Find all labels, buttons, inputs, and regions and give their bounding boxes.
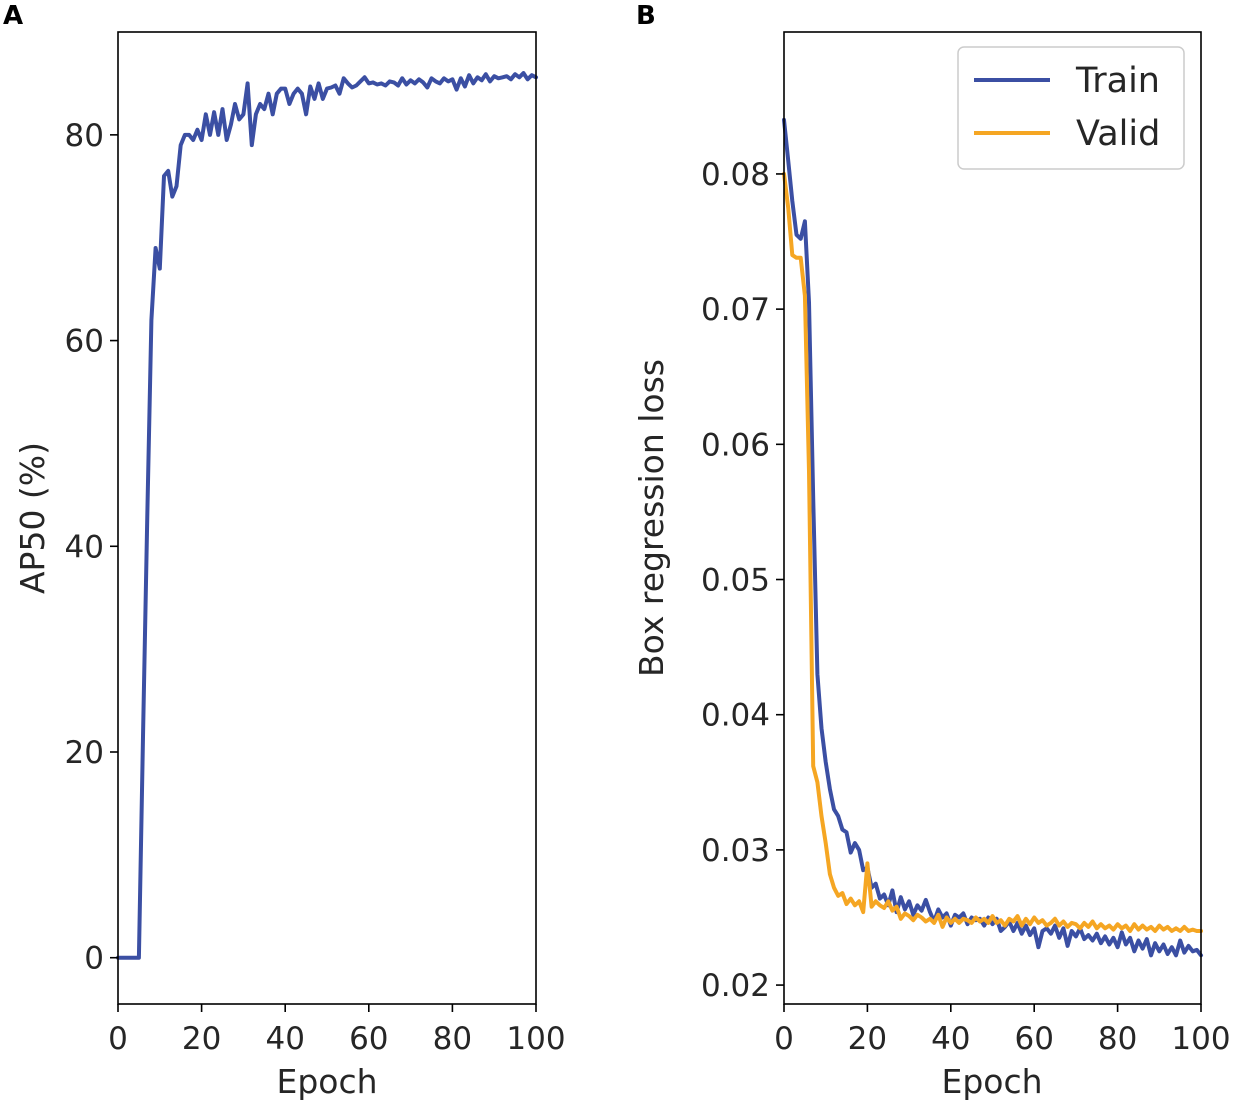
- panel-b-legend: Train Valid: [957, 46, 1185, 170]
- panel-a-series-ap50: [116, 71, 538, 960]
- panel-a-y-ticks: 0 20 40 60 80: [65, 118, 118, 977]
- panel-a-y-tick-label: 80: [65, 118, 104, 154]
- panel-b-y-tick-label: 0.06: [701, 427, 770, 463]
- panel-a-y-tick-label: 20: [65, 735, 104, 771]
- legend-label-train: Train: [1075, 61, 1160, 101]
- panel-a-label: A: [3, 1, 23, 31]
- panel-a-x-tick-label: 60: [349, 1021, 388, 1057]
- panel-a-x-tick-label: 40: [265, 1021, 304, 1057]
- panel-a-frame: [117, 31, 537, 1005]
- panel-b-x-tick-label: 80: [1098, 1021, 1137, 1057]
- panel-b-y-tick-label: 0.04: [701, 698, 770, 734]
- panel-a-series: [116, 71, 538, 960]
- panel-b-x-axis-label: Epoch: [941, 1062, 1042, 1101]
- panel-b-y-tick-label: 0.07: [701, 292, 770, 328]
- panel-a-x-axis-label: Epoch: [276, 1062, 377, 1101]
- panel-a: A 0 20 40 60 80 100 0 20 40 60 80 Epoch AP50 (%): [3, 1, 566, 1101]
- panel-a-x-tick-label: 20: [182, 1021, 221, 1057]
- panel-b-series-valid: [782, 171, 1203, 933]
- panel-b-y-axis-label: Box regression loss: [632, 359, 671, 677]
- panel-a-y-tick-label: 0: [84, 941, 104, 977]
- panel-b-y-tick-label: 0.03: [701, 833, 770, 869]
- panel-a-y-axis-label: AP50 (%): [13, 442, 52, 594]
- panel-b-y-tick-label: 0.02: [701, 968, 770, 1004]
- panel-b-x-ticks: 0 20 40 60 80 100: [774, 1004, 1231, 1057]
- panel-a-x-tick-label: 0: [108, 1021, 128, 1057]
- panel-b-series: [782, 117, 1203, 958]
- panel-b-x-tick-label: 20: [848, 1021, 887, 1057]
- panel-b-y-tick-label: 0.08: [701, 157, 770, 193]
- panel-b-x-tick-label: 60: [1014, 1021, 1053, 1057]
- legend-box: [957, 46, 1185, 170]
- panel-a-y-tick-label: 60: [65, 324, 104, 360]
- panel-b-frame: [783, 31, 1202, 1005]
- panel-a-x-ticks: 0 20 40 60 80 100: [108, 1004, 566, 1057]
- panel-b-x-tick-label: 40: [931, 1021, 970, 1057]
- panel-b-y-tick-label: 0.05: [701, 563, 770, 599]
- panel-b-label: B: [636, 1, 656, 31]
- panel-a-y-tick-label: 40: [65, 529, 104, 565]
- panel-b-x-tick-label: 0: [774, 1021, 794, 1057]
- panel-a-x-tick-label: 100: [506, 1021, 565, 1057]
- panel-b-x-tick-label: 100: [1171, 1021, 1230, 1057]
- legend-label-valid: Valid: [1076, 114, 1160, 154]
- panel-b-y-ticks: 0.02 0.03 0.04 0.05 0.06 0.07 0.08: [701, 157, 784, 1004]
- panel-b-series-train: [782, 117, 1203, 958]
- panel-b: B 0 20 40 60 80 100 0.020.030.040.050.060.070…: [632, 1, 1231, 1101]
- panel-a-x-tick-label: 80: [433, 1021, 472, 1057]
